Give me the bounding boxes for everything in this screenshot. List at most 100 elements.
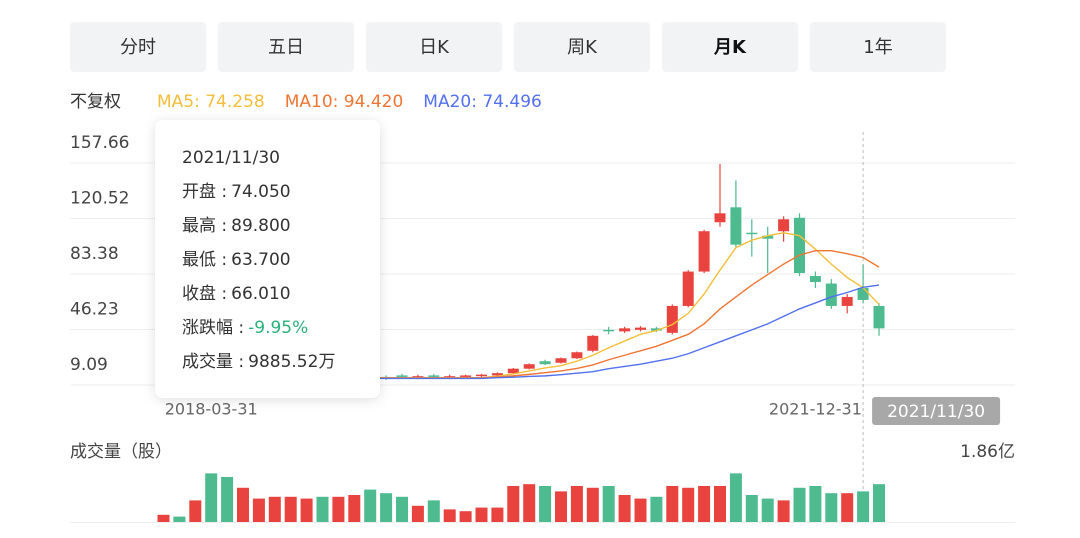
volume-bar <box>809 485 822 522</box>
volume-bar <box>237 487 249 522</box>
volume-bar <box>745 494 758 522</box>
volume-bar <box>682 487 695 522</box>
tooltip-label: 最高 : <box>182 216 227 236</box>
volume-bar <box>841 493 854 522</box>
tab-bg <box>514 22 650 72</box>
volume-bar <box>539 485 552 522</box>
candle-body <box>491 373 503 376</box>
x-tick-label: 2018-03-31 <box>165 400 258 419</box>
legend-entry: MA20: 74.496 <box>423 92 542 112</box>
tab-label: 五日 <box>268 37 304 58</box>
candle-body <box>650 328 662 331</box>
candle-body <box>619 328 631 332</box>
candle-body <box>507 368 519 374</box>
candle-body <box>714 213 726 223</box>
tab-bg <box>218 22 354 72</box>
tooltip-bg <box>155 120 380 398</box>
legend-entry: MA10: 94.420 <box>285 92 404 112</box>
candle-body <box>778 219 790 232</box>
volume-bar <box>443 509 456 522</box>
tab[interactable]: 周K <box>514 22 650 72</box>
candle-body <box>809 276 821 283</box>
tooltip-value: -9.95% <box>248 318 308 338</box>
volume-bar <box>411 505 424 522</box>
volume-bar <box>634 498 647 522</box>
volume-bar <box>284 496 297 522</box>
volume-bar <box>189 500 202 522</box>
tab[interactable]: 分时 <box>70 22 206 72</box>
volume-max-label: 1.86亿 <box>960 442 1015 462</box>
volume-bar <box>364 489 377 522</box>
volume-bar <box>396 496 408 522</box>
tab[interactable]: 日K <box>366 22 502 72</box>
candle-body <box>746 232 758 235</box>
tab-bg <box>810 22 946 72</box>
volume-bar <box>316 496 329 522</box>
y-tick-label: 120.52 <box>70 188 129 208</box>
volume-bar <box>221 476 234 522</box>
x-tick-label: 2021-12-31 <box>769 400 862 419</box>
volume-bar <box>793 487 806 522</box>
candle-body <box>873 305 885 329</box>
volume-bar <box>650 496 663 522</box>
candle-body <box>412 376 424 378</box>
volume-bar <box>380 493 393 522</box>
tab[interactable]: 月K <box>662 22 798 72</box>
volume-bar <box>698 485 711 522</box>
volume-bar <box>555 491 567 522</box>
candle-body <box>825 283 837 306</box>
y-tick-label: 157.66 <box>70 133 129 153</box>
tooltip-value: 74.050 <box>231 182 290 202</box>
candle-body <box>666 305 678 333</box>
volume-bar <box>268 496 281 522</box>
tab-bg <box>366 22 502 72</box>
candle-body <box>555 358 567 363</box>
tooltip-value: 89.800 <box>231 216 290 236</box>
candle-body <box>603 329 615 332</box>
volume-bar <box>586 487 599 522</box>
tab[interactable]: 五日 <box>218 22 354 72</box>
y-tick-label: 46.23 <box>70 300 119 320</box>
volume-bar <box>523 484 536 522</box>
tooltip-value: 9885.52万 <box>248 352 335 372</box>
candle-body <box>841 296 853 306</box>
volume-bar <box>857 491 870 522</box>
volume-bar <box>602 485 615 522</box>
candle-body <box>635 327 646 330</box>
candle-body <box>587 335 599 351</box>
volume-bar <box>459 511 472 522</box>
volume-bar <box>157 514 170 522</box>
candle-body <box>523 364 535 369</box>
candle-body <box>444 376 456 378</box>
candle-body <box>539 361 551 365</box>
volume-bar <box>729 473 742 522</box>
tooltip-label: 开盘 : <box>182 182 227 202</box>
volume-bar <box>570 485 583 522</box>
tooltip-label: 收盘 : <box>182 284 227 304</box>
volume-bar <box>714 485 726 522</box>
volume-bar <box>300 498 313 522</box>
tooltip-label: 涨跌幅 : <box>182 318 244 338</box>
volume-label: 成交量（股） <box>70 442 172 462</box>
candle-body <box>762 235 774 239</box>
tab[interactable]: 1年 <box>810 22 946 72</box>
tab-bg <box>662 22 798 72</box>
tooltip-date: 2021/11/30 <box>182 148 280 168</box>
tab-label: 周K <box>567 37 598 58</box>
volume-bar <box>491 507 504 522</box>
crosshair-label-text: 2021/11/30 <box>887 402 985 422</box>
candle-body <box>396 375 408 377</box>
tooltip-value: 63.700 <box>231 250 290 270</box>
tooltip-value: 66.010 <box>231 284 290 304</box>
adjust-label: 不复权 <box>70 92 121 112</box>
volume-bar <box>507 485 520 522</box>
volume-bar <box>873 484 885 522</box>
volume-bar <box>761 498 774 522</box>
candle-body <box>794 217 805 274</box>
legend-entry: MA5: 74.258 <box>157 92 265 112</box>
volume-bar <box>173 516 186 522</box>
volume-bar <box>427 500 440 522</box>
tab-label: 分时 <box>120 37 156 58</box>
tab-bg <box>70 22 206 72</box>
